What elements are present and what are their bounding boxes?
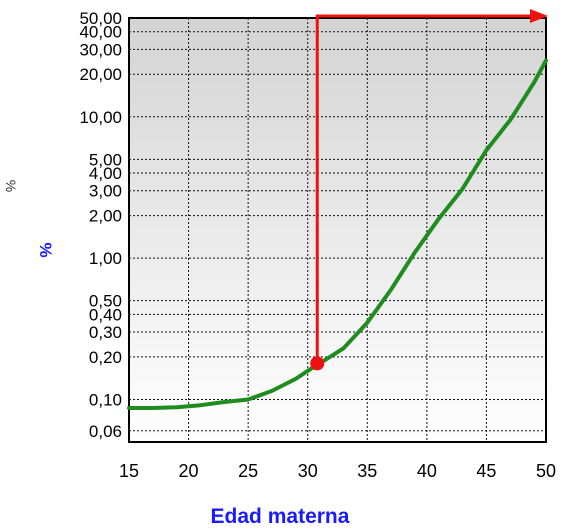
x-axis-label: Edad materna	[211, 505, 350, 528]
arrow-line	[315, 14, 532, 364]
y-tick-label: 1,00	[89, 249, 122, 268]
y-tick-label: 40,00	[79, 23, 122, 42]
x-tick-label: 50	[536, 461, 556, 481]
plot-frame	[128, 17, 547, 443]
x-tick-label: 40	[417, 461, 437, 481]
y-tick-label: 0,06	[89, 422, 122, 441]
edge-label: %	[3, 180, 19, 192]
x-tick-label: 30	[298, 461, 318, 481]
arrow-head	[530, 9, 548, 23]
y-tick-label: 0,10	[89, 390, 122, 409]
y-tick-label: 0,20	[89, 348, 122, 367]
y-tick-label: 0,40	[89, 305, 122, 324]
x-tick-label: 45	[476, 461, 496, 481]
x-tick-label: 15	[119, 461, 139, 481]
x-tick-label: 35	[357, 461, 377, 481]
y-tick-labels: 0,06 0,10 0,20 0,300,400,50 1,00 2,00 3,004,00…	[79, 9, 122, 441]
y-tick-label: 4,00	[89, 164, 122, 183]
y-tick-label: 3,00	[89, 182, 122, 201]
y-tick-label: 5,00	[89, 150, 122, 169]
series-line	[127, 58, 548, 410]
x-tick-labels: 15 20 25 30 35 40 45 50	[119, 461, 556, 481]
y-tick-label: 2,00	[89, 207, 122, 226]
marker-point	[310, 356, 325, 371]
x-tick-label: 25	[238, 461, 258, 481]
y-axis-label: %	[36, 242, 55, 257]
series-layer	[127, 58, 548, 410]
arrow-layer	[310, 9, 548, 371]
plot-area	[129, 18, 546, 442]
y-tick-label: 50,00	[79, 9, 122, 28]
y-tick-label: 30,00	[79, 40, 122, 59]
x-tick-label: 20	[179, 461, 199, 481]
y-tick-label: 0,30	[89, 323, 122, 342]
y-tick-label: 0,50	[89, 292, 122, 311]
y-tick-label: 20,00	[79, 65, 122, 84]
y-tick-label: 10,00	[79, 108, 122, 127]
